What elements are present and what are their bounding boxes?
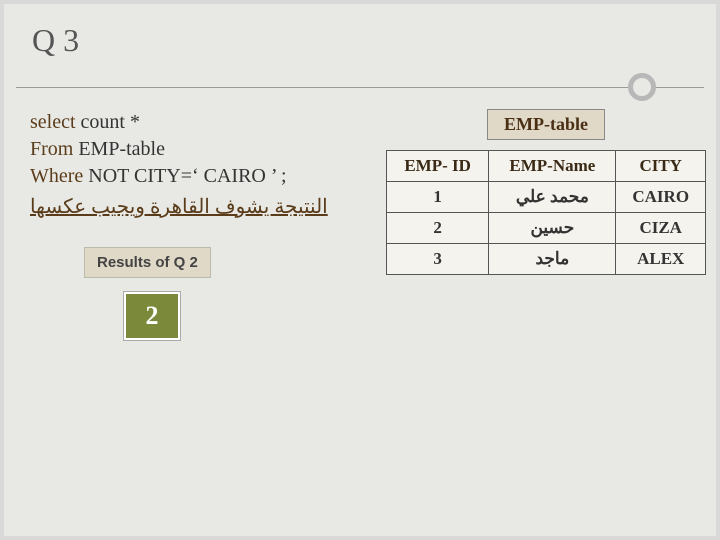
table-row: 2 حسين CIZA xyxy=(387,213,706,244)
cell-city: CIZA xyxy=(616,213,706,244)
cell-name: محمد علي xyxy=(489,182,616,213)
page-title: Q 3 xyxy=(4,4,716,59)
emp-table-title: EMP-table xyxy=(487,109,605,140)
emp-table: EMP- ID EMP-Name CITY 1 محمد علي CAIRO 2… xyxy=(386,150,706,275)
slide: Q 3 select count * From EMP-table Where … xyxy=(4,4,716,536)
cell-name: ماجد xyxy=(489,244,616,275)
table-row: 3 ماجد ALEX xyxy=(387,244,706,275)
sql-text: EMP-table xyxy=(73,138,165,160)
sql-keyword-select: select xyxy=(30,111,76,133)
table-header-row: EMP- ID EMP-Name CITY xyxy=(387,151,706,182)
col-emp-name: EMP-Name xyxy=(489,151,616,182)
cell-city: ALEX xyxy=(616,244,706,275)
sql-text: count * xyxy=(76,111,140,133)
col-emp-id: EMP- ID xyxy=(387,151,489,182)
results-label: Results of Q 2 xyxy=(84,247,211,278)
col-city: CITY xyxy=(616,151,706,182)
cell-id: 1 xyxy=(387,182,489,213)
divider-section xyxy=(4,69,716,109)
cell-id: 3 xyxy=(387,244,489,275)
cell-city: CAIRO xyxy=(616,182,706,213)
content-area: select count * From EMP-table Where NOT … xyxy=(4,109,716,340)
sql-keyword-from: From xyxy=(30,138,73,160)
divider-line xyxy=(16,87,704,88)
result-value-box: 2 xyxy=(124,292,180,340)
cell-name: حسين xyxy=(489,213,616,244)
sql-text: NOT CITY=‘ CAIRO ’ ; xyxy=(83,165,286,187)
table-row: 1 محمد علي CAIRO xyxy=(387,182,706,213)
emp-table-section: EMP-table EMP- ID EMP-Name CITY 1 محمد ع… xyxy=(386,109,706,275)
divider-circle-icon xyxy=(628,73,656,101)
sql-keyword-where: Where xyxy=(30,165,83,187)
cell-id: 2 xyxy=(387,213,489,244)
